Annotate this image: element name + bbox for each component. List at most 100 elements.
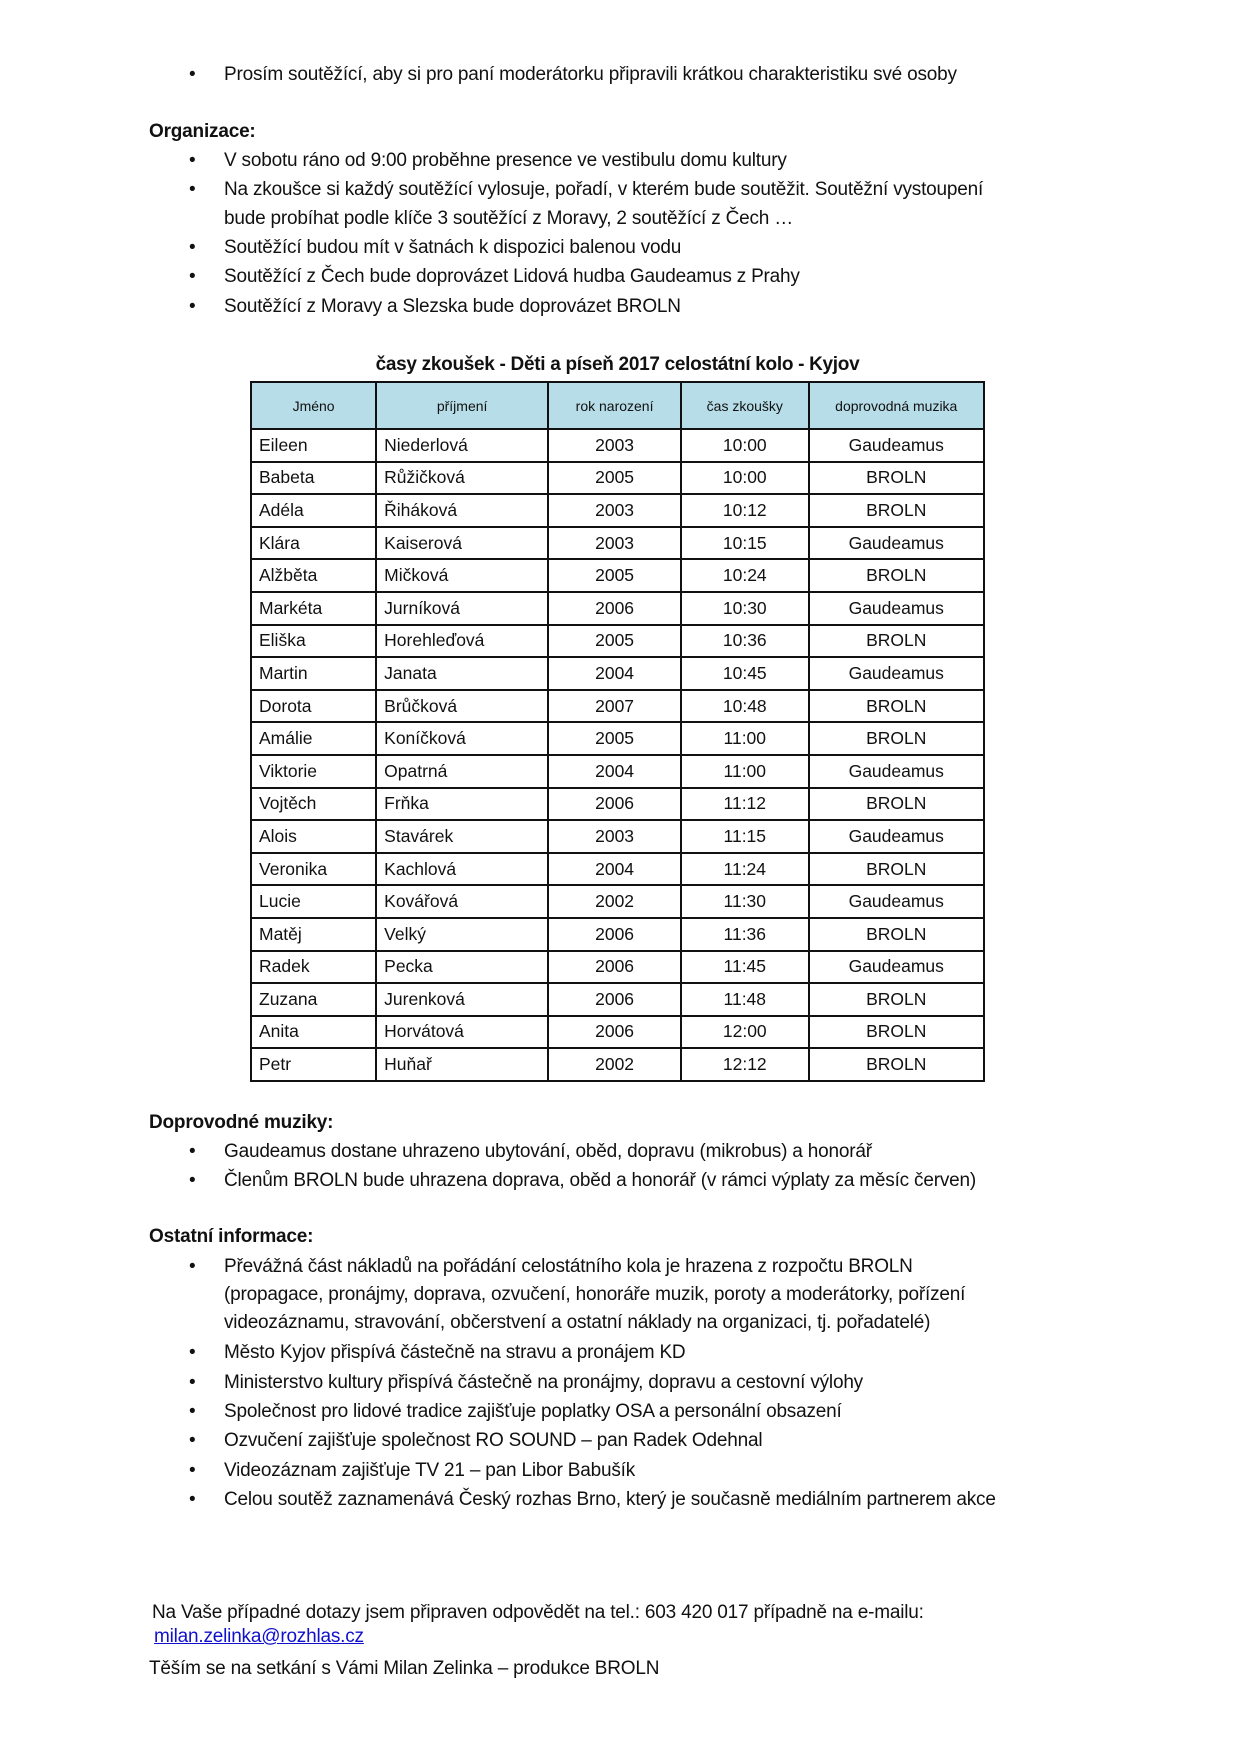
table-row: Matěj Velký 2006 11:36 BROLN <box>249 916 985 952</box>
email-link[interactable]: milan.zelinka@rozhlas.cz <box>154 1626 364 1647</box>
table-row: Klára Kaiserová 2003 10:15 Gaudeamus <box>249 525 985 561</box>
bullet-icon: • <box>189 1342 196 1363</box>
table-cell: Eliška <box>249 623 378 659</box>
table-cell: Babeta <box>249 460 378 496</box>
table-cell: 10:48 <box>680 688 810 724</box>
table-cell: Gaudeamus <box>807 525 985 561</box>
table-row: Babeta Růžičková 2005 10:00 BROLN <box>249 460 985 496</box>
bullet-icon: • <box>189 237 196 258</box>
section-heading: Organizace: <box>149 121 256 142</box>
bullet-icon: • <box>189 150 196 171</box>
section-heading: Ostatní informace: <box>149 1226 314 1247</box>
table-cell: 10:24 <box>680 558 810 593</box>
table-cell: BROLN <box>807 460 985 496</box>
table-cell: 10:15 <box>680 525 810 561</box>
table-cell: BROLN <box>807 982 985 1017</box>
bullet-icon: • <box>189 1372 196 1393</box>
table-cell: Koníčková <box>375 721 550 756</box>
table-cell: Horehleďová <box>375 623 550 659</box>
table-cell: 2006 <box>547 786 683 822</box>
table-cell: BROLN <box>807 558 985 593</box>
table-cell: Petr <box>249 1047 378 1082</box>
table-cell: 10:00 <box>680 460 810 496</box>
table-cell: 10:30 <box>680 590 810 626</box>
table-cell: 2006 <box>547 590 683 626</box>
table-cell: Anita <box>249 1014 378 1050</box>
table-cell: Mičková <box>375 558 550 593</box>
list-item-line: Převážná část nákladů na pořádání celost… <box>224 1256 913 1277</box>
table-cell: Opatrná <box>375 753 550 789</box>
table-cell: Brůčková <box>375 688 550 724</box>
table-cell: 11:15 <box>680 819 810 854</box>
contact-text: Na Vaše případné dotazy jsem připraven o… <box>152 1602 924 1623</box>
bullet-icon: • <box>189 296 196 317</box>
table-cell: 11:00 <box>680 753 810 789</box>
table-row: Vojtěch Frňka 2006 11:12 BROLN <box>249 786 985 822</box>
table-cell: Markéta <box>249 590 378 626</box>
table-cell: Huňař <box>375 1047 550 1082</box>
table-cell: Gaudeamus <box>807 819 985 854</box>
table-cell: 2005 <box>547 623 683 659</box>
table-cell: 2003 <box>547 525 683 561</box>
table-cell: 2004 <box>547 753 683 789</box>
table-row: Zuzana Jurenková 2006 11:48 BROLN <box>249 982 985 1017</box>
table-cell: Amálie <box>249 721 378 756</box>
list-item-line: videozáznamu, stravování, občerstvení a … <box>224 1312 931 1333</box>
table-cell: Janata <box>375 656 550 691</box>
table-cell: Gaudeamus <box>807 656 985 691</box>
table-cell: Eileen <box>249 428 378 463</box>
table-row: Adéla Řiháková 2003 10:12 BROLN <box>249 493 985 528</box>
column-header: doprovodná muzika <box>807 381 985 430</box>
rehearsal-schedule-table: Jméno příjmení rok narození čas zkoušky dopr… <box>249 381 985 1082</box>
table-cell: Gaudeamus <box>807 590 985 626</box>
table-cell: Kachlová <box>375 851 550 887</box>
table-cell: Gaudeamus <box>807 428 985 463</box>
table-cell: 2002 <box>547 884 683 919</box>
list-item-line: Město Kyjov přispívá částečně na stravu … <box>224 1342 686 1363</box>
table-cell: Frňka <box>375 786 550 822</box>
table-cell: Radek <box>249 949 378 985</box>
column-header: čas zkoušky <box>680 381 810 430</box>
bullet-icon: • <box>189 1256 196 1277</box>
table-cell: Jurenková <box>375 982 550 1017</box>
bullet-icon: • <box>189 1401 196 1422</box>
table-cell: BROLN <box>807 1047 985 1082</box>
table-cell: BROLN <box>807 851 985 887</box>
table-cell: Jurníková <box>375 590 550 626</box>
table-row: Anita Horvátová 2006 12:00 BROLN <box>249 1014 985 1050</box>
table-cell: BROLN <box>807 1014 985 1050</box>
column-header: příjmení <box>375 381 550 430</box>
list-item-line: Na zkoušce si každý soutěžící vylosuje, … <box>224 179 984 200</box>
bullet-icon: • <box>189 179 196 200</box>
table-row: Lucie Kovářová 2002 11:30 Gaudeamus <box>249 884 985 919</box>
table-row: Markéta Jurníková 2006 10:30 Gaudeamus <box>249 590 985 626</box>
table-row: Radek Pecka 2006 11:45 Gaudeamus <box>249 949 985 985</box>
table-cell: 2003 <box>547 428 683 463</box>
table-cell: 12:00 <box>680 1014 810 1050</box>
table-cell: Dorota <box>249 688 378 724</box>
table-cell: Veronika <box>249 851 378 887</box>
table-cell: 2005 <box>547 460 683 496</box>
closing-text: Těším se na setkání s Vámi Milan Zelinka… <box>149 1658 660 1679</box>
table-cell: 2005 <box>547 721 683 756</box>
list-item-line: Ministerstvo kultury přispívá částečně n… <box>224 1372 863 1393</box>
section-heading: Doprovodné muziky: <box>149 1112 334 1133</box>
list-item-line: Celou soutěž zaznamenává Český rozhas Br… <box>224 1489 996 1510</box>
table-row: Eliška Horehleďová 2005 10:36 BROLN <box>249 623 985 659</box>
list-item-line: Videozáznam zajišťuje TV 21 – pan Libor … <box>224 1460 636 1481</box>
table-cell: Viktorie <box>249 753 378 789</box>
list-item-line: Soutěžící z Moravy a Slezska bude doprov… <box>224 296 681 317</box>
table-cell: 11:36 <box>680 916 810 952</box>
table-cell: Stavárek <box>375 819 550 854</box>
bullet-icon: • <box>189 1489 196 1510</box>
table-row: Alžběta Mičková 2005 10:24 BROLN <box>249 558 985 593</box>
table-cell: 10:45 <box>680 656 810 691</box>
table-cell: Řiháková <box>375 493 550 528</box>
bullet-icon: • <box>189 266 196 287</box>
bullet-icon: • <box>189 1430 196 1451</box>
bullet-icon: • <box>189 1170 196 1191</box>
table-cell: 11:45 <box>680 949 810 985</box>
table-cell: Matěj <box>249 916 378 952</box>
list-item-line: Gaudeamus dostane uhrazeno ubytování, ob… <box>224 1141 872 1162</box>
bullet-icon: • <box>189 1141 196 1162</box>
